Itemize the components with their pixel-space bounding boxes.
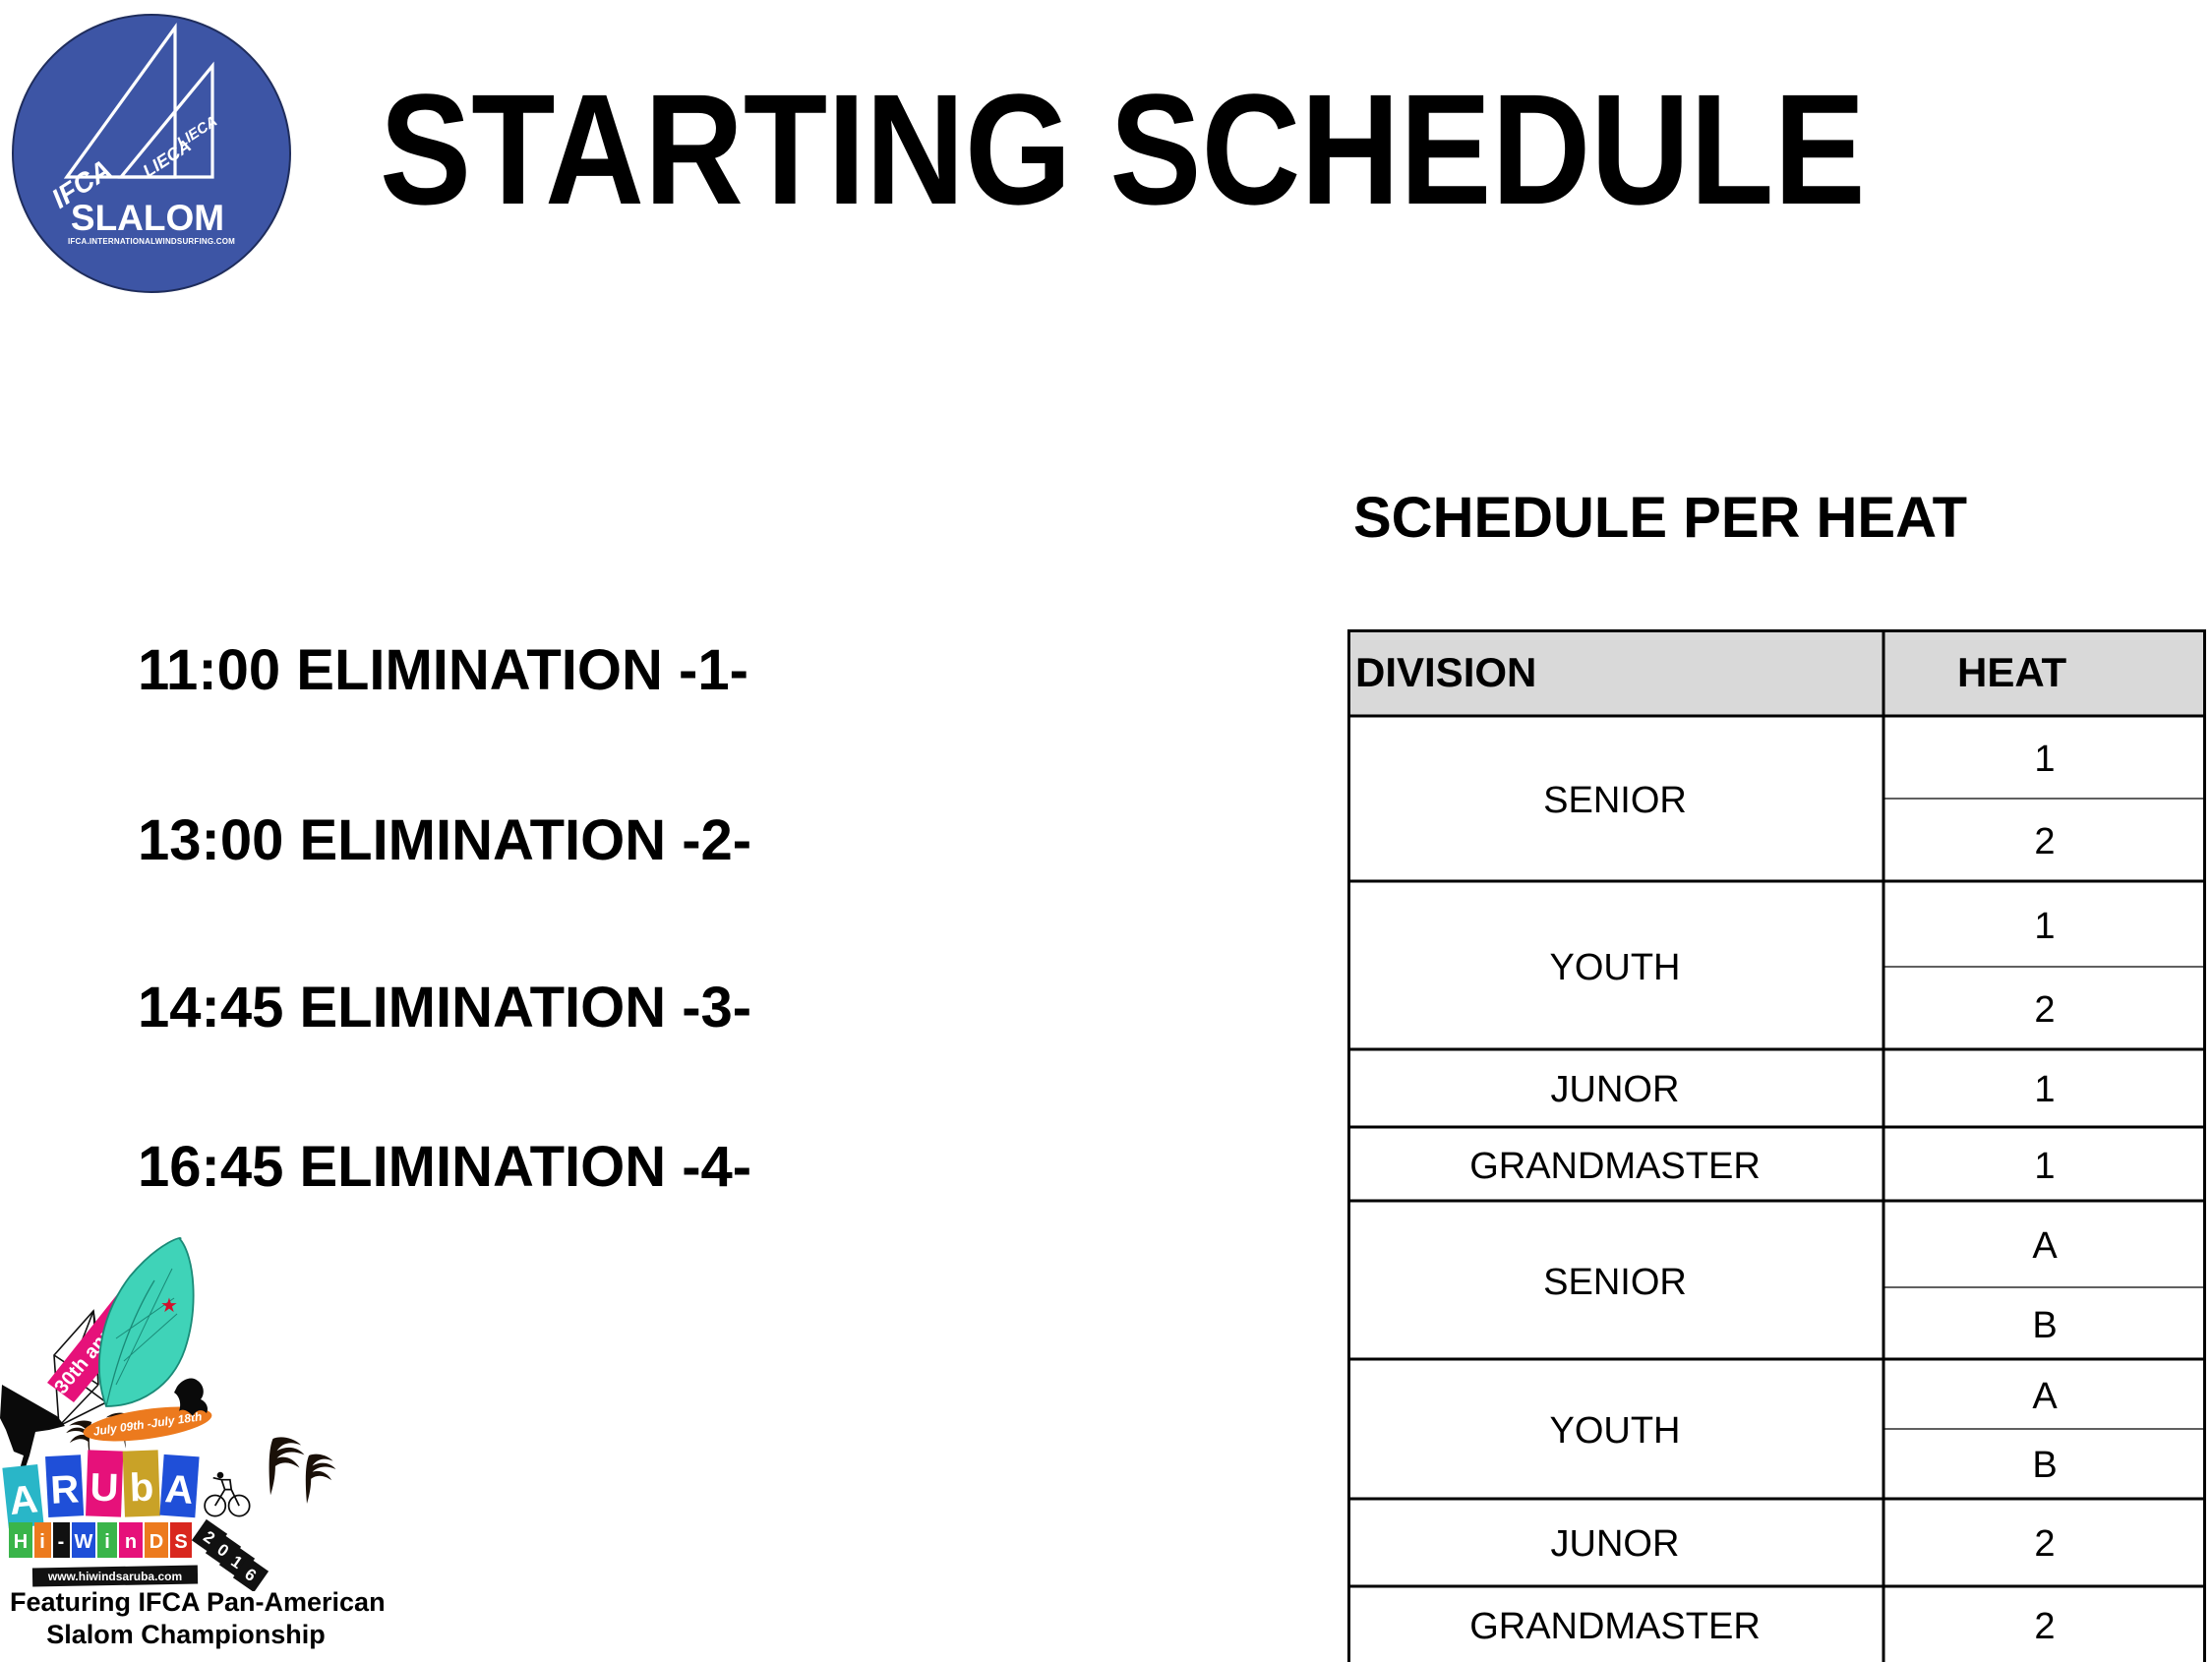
svg-text:GRANDMASTER: GRANDMASTER (1469, 1606, 1761, 1647)
svg-text:H: H (14, 1531, 28, 1553)
svg-text:i: i (39, 1531, 45, 1553)
svg-text:W: W (75, 1531, 93, 1553)
svg-text:D: D (149, 1531, 163, 1553)
svg-text:HEAT: HEAT (1957, 649, 2067, 695)
svg-text:A: A (2032, 1376, 2058, 1417)
svg-text:JUNOR: JUNOR (1551, 1069, 1680, 1110)
svg-text:A: A (2032, 1225, 2058, 1267)
svg-text:SENIOR: SENIOR (1543, 780, 1687, 821)
svg-text:1: 1 (2034, 1146, 2055, 1187)
svg-text:★: ★ (160, 1295, 178, 1317)
svg-text:n: n (125, 1531, 137, 1553)
svg-text:b: b (129, 1466, 154, 1511)
svg-text:U: U (90, 1466, 119, 1511)
svg-text:1: 1 (2034, 739, 2055, 780)
svg-text:YOUTH: YOUTH (1550, 1410, 1681, 1452)
svg-text:SENIOR: SENIOR (1543, 1262, 1687, 1303)
svg-text:R: R (49, 1467, 80, 1512)
svg-text:A: A (7, 1477, 39, 1523)
svg-text:S: S (174, 1531, 187, 1553)
svg-text:JUNOR: JUNOR (1551, 1523, 1680, 1565)
svg-text:1: 1 (2034, 1069, 2055, 1110)
svg-text:GRANDMASTER: GRANDMASTER (1469, 1146, 1761, 1187)
svg-text:i: i (104, 1531, 110, 1553)
svg-text:YOUTH: YOUTH (1550, 947, 1681, 988)
svg-text:IFCA.INTERNATIONALWINDSURFING.: IFCA.INTERNATIONALWINDSURFING.COM (68, 237, 235, 246)
svg-text:DIVISION: DIVISION (1355, 649, 1536, 695)
svg-text:-: - (58, 1531, 65, 1553)
svg-text:2: 2 (2034, 989, 2055, 1031)
svg-text:2: 2 (2034, 821, 2055, 862)
svg-text:SLALOM: SLALOM (71, 198, 224, 238)
svg-text:B: B (2032, 1305, 2057, 1346)
svg-text:2: 2 (2034, 1523, 2055, 1565)
svg-text:www.hiwindsaruba.com: www.hiwindsaruba.com (47, 1570, 182, 1583)
svg-text:B: B (2032, 1445, 2057, 1486)
svg-text:2: 2 (2034, 1606, 2055, 1647)
svg-text:A: A (163, 1467, 195, 1513)
svg-text:1: 1 (2034, 906, 2055, 947)
